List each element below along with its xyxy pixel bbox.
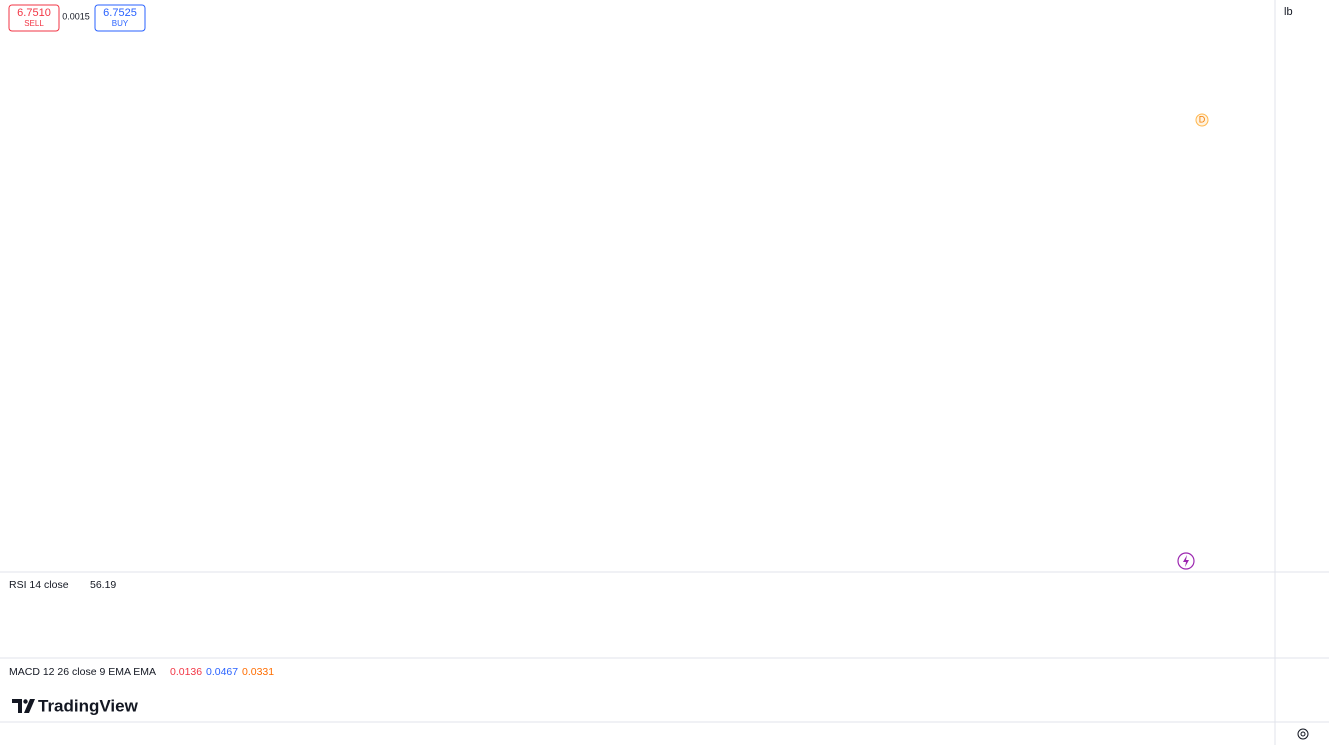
- rsi-legend: RSI 14 close: [9, 579, 69, 591]
- spread: 0.0015: [62, 11, 90, 21]
- buy-text: BUY: [112, 19, 129, 28]
- brand-logo[interactable]: TradingView: [12, 696, 139, 715]
- unit: lb: [1284, 6, 1293, 18]
- macd-legend-macd: 0.0467: [206, 666, 238, 678]
- macd-legend-histogram: 0.0136: [170, 666, 202, 678]
- buy-price: 6.7525: [103, 7, 137, 19]
- buy-button[interactable]: 6.7525 BUY: [94, 4, 146, 32]
- sell-button[interactable]: 6.7510 SELL: [8, 4, 60, 32]
- brand-text: TradingView: [38, 696, 139, 715]
- macd-legend-signal: 0.0331: [242, 666, 274, 678]
- rsi-legend-value: 56.19: [90, 579, 116, 591]
- flash-glyph: [1183, 555, 1189, 567]
- sell-text: SELL: [24, 19, 44, 28]
- marker-label: D: [1199, 114, 1206, 124]
- sell-price: 6.7510: [17, 7, 51, 19]
- macd-legend: MACD 12 26 close 9 EMA EMA: [9, 666, 156, 678]
- settings-icon[interactable]: [1297, 728, 1309, 740]
- dividend-marker[interactable]: [1195, 113, 1209, 127]
